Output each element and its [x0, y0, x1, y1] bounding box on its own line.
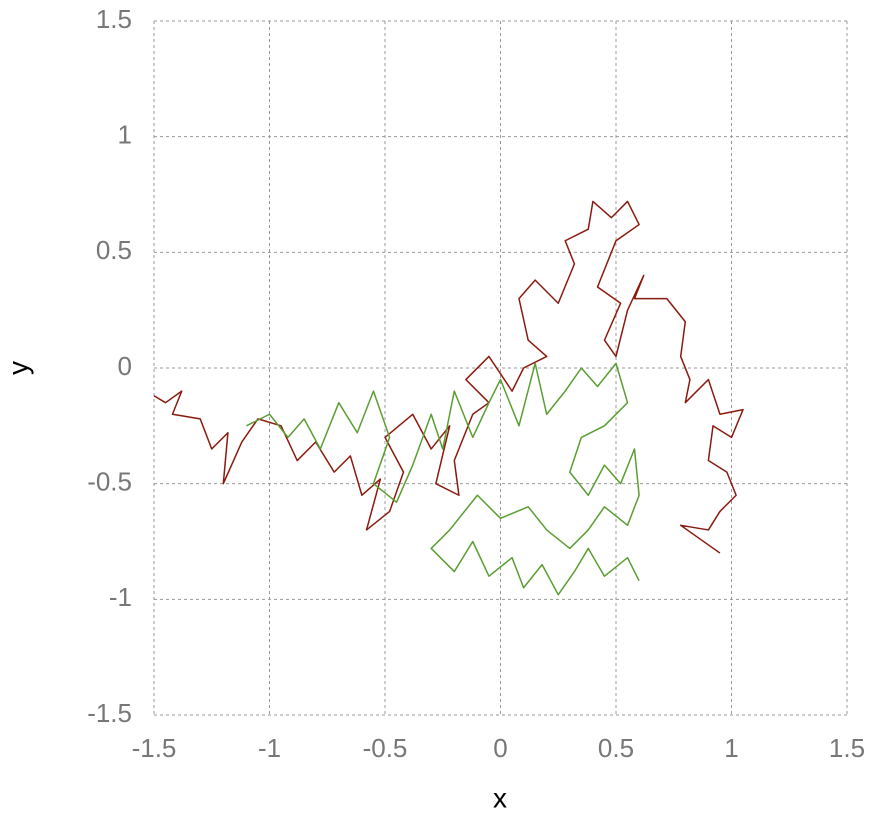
y-tick-label: -0.5: [87, 467, 132, 497]
x-tick-label: -1.5: [132, 733, 177, 763]
x-tick-label: 0: [493, 733, 507, 763]
y-tick-label: 1: [118, 120, 132, 150]
x-tick-label: 0.5: [598, 733, 634, 763]
x-axis-label: x: [493, 782, 507, 813]
y-tick-label: 0: [118, 351, 132, 381]
y-axis-label: y: [2, 361, 33, 375]
y-tick-label: -1: [109, 582, 132, 612]
x-tick-label: -0.5: [363, 733, 408, 763]
y-tick-label: 0.5: [96, 235, 132, 265]
series-line: [246, 362, 640, 596]
x-tick-label: 1.5: [829, 733, 865, 763]
x-tick-label: -1: [258, 733, 281, 763]
y-tick-label: 1.5: [96, 4, 132, 34]
series-line: [153, 200, 744, 554]
x-tick-label: 1: [724, 733, 738, 763]
y-tick-label: -1.5: [87, 698, 132, 728]
